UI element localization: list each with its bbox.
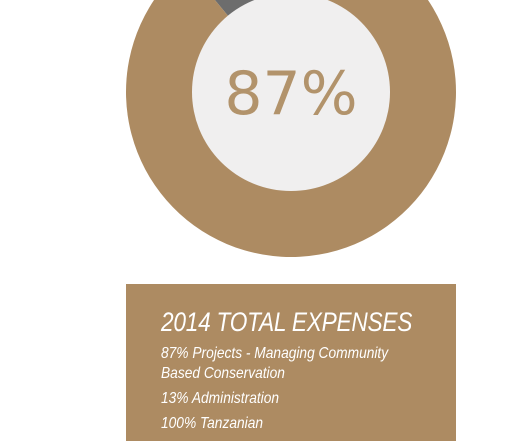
expense-line-tanzanian: 100% Tanzanian — [161, 415, 264, 432]
expenses-title: 2014 TOTAL EXPENSES — [161, 307, 413, 337]
expenses-card: 2014 TOTAL EXPENSES 87% Projects - Manag… — [126, 284, 456, 441]
donut-chart: 87% — [126, 0, 456, 257]
donut-hole — [192, 0, 390, 191]
donut-svg: 87% — [126, 0, 456, 257]
expense-line-administration: 13% Administration — [161, 390, 280, 407]
donut-center-label: 87% — [224, 59, 357, 129]
expense-line-projects: 87% Projects - Managing Community Based … — [161, 345, 389, 382]
